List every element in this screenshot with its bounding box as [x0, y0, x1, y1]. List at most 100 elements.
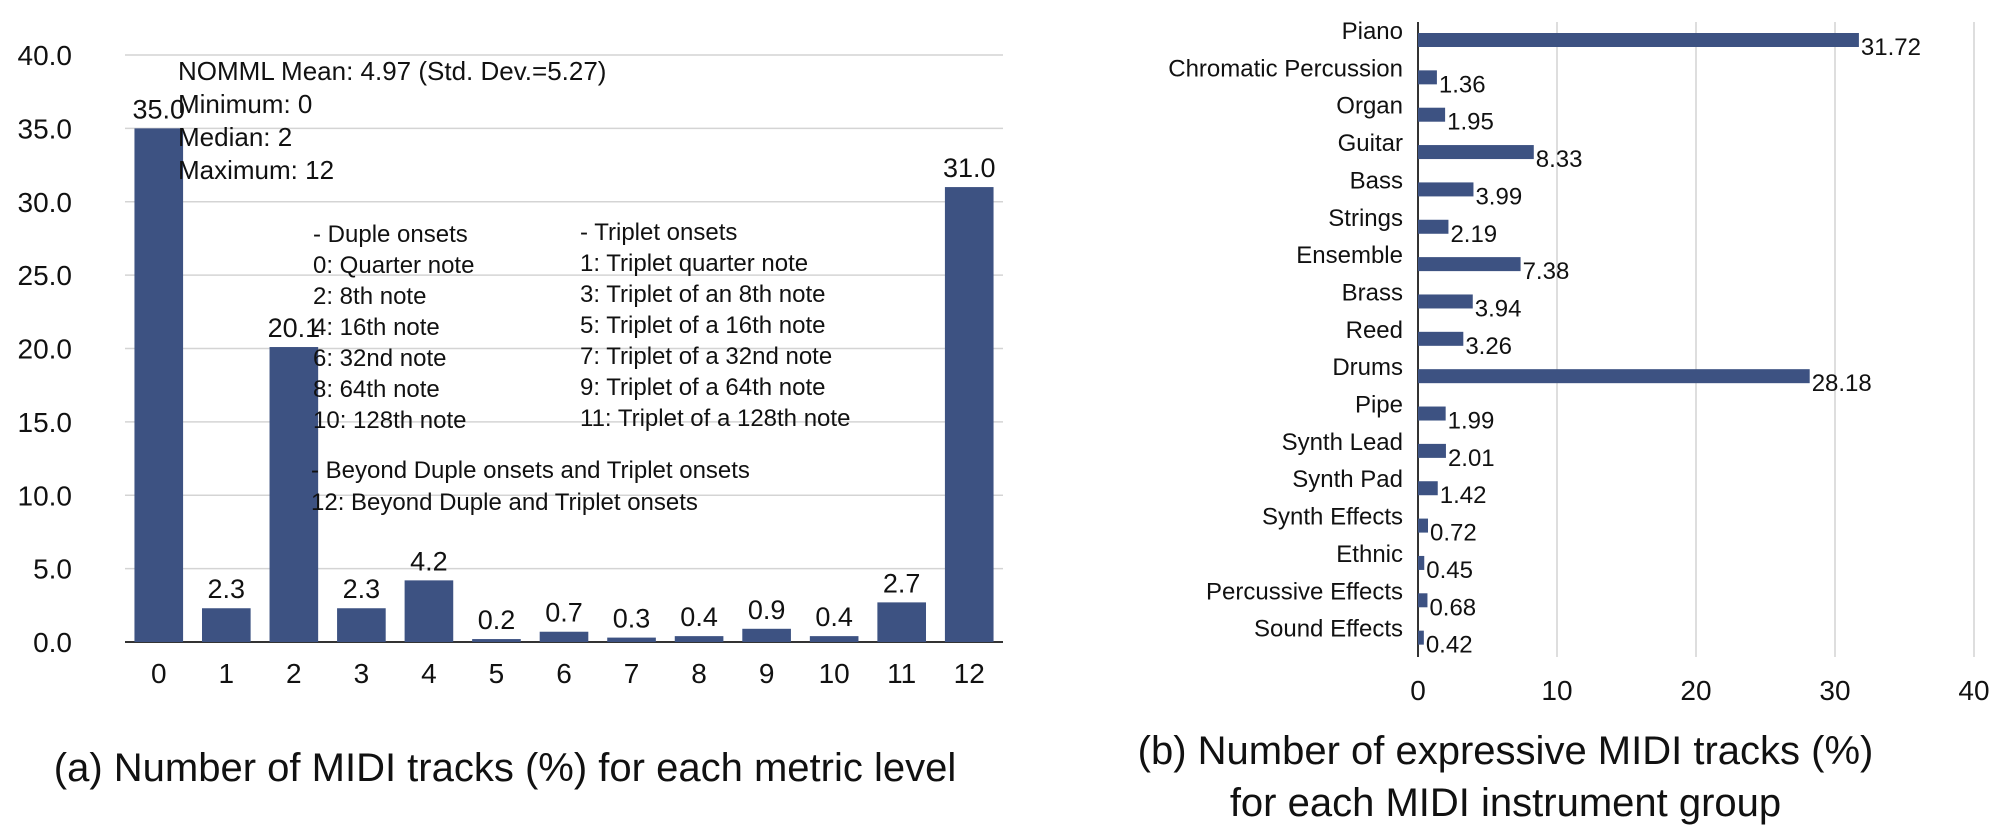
- legend-notes: NOMML Mean: 4.97 (Std. Dev.=5.27) Minimu…: [178, 56, 850, 516]
- x-tick-label: 2: [286, 658, 302, 689]
- bar-value-label: 0.3: [613, 604, 651, 634]
- bar: [269, 347, 319, 642]
- bar: [1418, 593, 1428, 608]
- x-tick-label: 4: [421, 658, 437, 689]
- bar: [607, 637, 656, 642]
- triplet-line: 3: Triplet of an 8th note: [580, 281, 826, 308]
- duple-line: 6: 32nd note: [313, 345, 446, 372]
- category-label: Reed: [1346, 317, 1403, 344]
- bar-value-label: 0.4: [815, 602, 853, 632]
- category-label: Piano: [1342, 18, 1403, 45]
- bar-value-label: 0.9: [748, 595, 786, 625]
- y-tick-label: 5.0: [33, 554, 72, 585]
- x-tick-label: 6: [556, 658, 572, 689]
- panel-b: 31.72 1.36 1.95 8.33 3.99 2.19 7.38 3.94 3.26 28.…: [1010, 0, 2001, 827]
- x-tick-label: 11: [887, 658, 916, 689]
- x-tick-label: 9: [759, 658, 775, 689]
- bar: [472, 639, 521, 642]
- bar: [1418, 481, 1438, 496]
- bar: [1418, 294, 1473, 309]
- x-tick-label: 3: [354, 658, 370, 689]
- category-label: Brass: [1342, 279, 1403, 306]
- category-label: Chromatic Percussion: [1168, 55, 1403, 82]
- bar-value-label: 35.0: [132, 94, 185, 124]
- bar: [944, 187, 994, 642]
- bar: [1418, 107, 1446, 122]
- category-label: Synth Lead: [1282, 429, 1403, 456]
- bar-value-label: 0.68: [1429, 594, 1476, 621]
- y-tick-label: 30.0: [18, 187, 73, 218]
- y-tick-label: 15.0: [18, 407, 73, 438]
- panel-a: 0.0 5.0 10.0 15.0 20.0 25.0 30.0 35.0 40.0 35.0 2…: [18, 40, 1003, 790]
- bar: [134, 128, 184, 642]
- duple-header: - Duple onsets: [313, 221, 468, 248]
- bar-value-label: 0.2: [478, 605, 516, 635]
- chart-b: 31.72 1.36 1.95 8.33 3.99 2.19 7.383.94 3.26 28.…: [1168, 18, 1989, 706]
- x-tick-label: 0: [151, 658, 167, 689]
- x-tick-label: 12: [954, 658, 985, 689]
- x-tick-label: 5: [489, 658, 505, 689]
- duple-line: 4: 16th note: [313, 314, 440, 341]
- bar-value-label: 0.42: [1426, 632, 1473, 659]
- bar: [1418, 406, 1446, 421]
- bar-value-label: 1.99: [1448, 408, 1495, 435]
- bar: [1418, 555, 1425, 570]
- bar-value-label: 20.1: [268, 313, 321, 343]
- x-tick-label: 10: [1541, 675, 1572, 706]
- duple-line: 2: 8th note: [313, 283, 426, 310]
- bar: [877, 602, 927, 642]
- triplet-line: 1: Triplet quarter note: [580, 250, 808, 277]
- category-label: Ethnic: [1336, 541, 1403, 568]
- bar-value-label: 2.01: [1448, 445, 1495, 472]
- bar-value-label: 31.72: [1861, 34, 1921, 61]
- duple-line: 0: Quarter note: [313, 252, 474, 279]
- y-tick-label: 25.0: [18, 260, 73, 291]
- bar-value-label: 2.7: [883, 568, 921, 598]
- bar-value-label: 2.19: [1450, 221, 1497, 248]
- bar-value-label: 1.95: [1447, 109, 1494, 136]
- bar-value-label: 2.3: [343, 574, 381, 604]
- bar: [742, 628, 791, 642]
- bar: [539, 631, 589, 642]
- bar: [1418, 630, 1424, 645]
- bar: [1418, 145, 1534, 160]
- bar: [404, 580, 454, 642]
- bar: [1418, 369, 1810, 384]
- category-label: Sound Effects: [1254, 616, 1403, 643]
- bar: [1418, 219, 1449, 234]
- category-label: Percussive Effects: [1206, 578, 1403, 605]
- y-tick-label: 0.0: [33, 627, 72, 658]
- bar: [1418, 33, 1859, 47]
- bar-value-label: 3.26: [1465, 333, 1512, 360]
- category-label: Guitar: [1338, 130, 1403, 157]
- chart-a: 0.0 5.0 10.0 15.0 20.0 25.0 30.0 35.0 40.0 35.0 2…: [18, 40, 1003, 689]
- caption-a: (a) Number of MIDI tracks (%) for each m…: [53, 746, 957, 790]
- bar: [1418, 70, 1437, 85]
- y-tick-label: 20.0: [18, 334, 73, 365]
- bar: [1418, 331, 1464, 346]
- category-label: Ensemble: [1296, 242, 1403, 269]
- bar-value-label: 2.3: [208, 574, 246, 604]
- bar: [809, 636, 859, 642]
- triplet-line: 5: Triplet of a 16th note: [580, 312, 826, 339]
- x-tick-label: 40: [1958, 675, 1989, 706]
- x-tick-label: 8: [691, 658, 707, 689]
- category-label: Strings: [1328, 205, 1403, 232]
- triplet-line: 11: Triplet of a 128th note: [580, 405, 850, 432]
- bar: [1418, 443, 1446, 458]
- bar: [674, 636, 724, 642]
- stats-maximum: Maximum: 12: [178, 155, 334, 185]
- bar-value-label: 0.72: [1430, 520, 1477, 547]
- triplet-header: - Triplet onsets: [580, 219, 737, 246]
- duple-line: 8: 64th note: [313, 376, 440, 403]
- bar-value-label: 8.33: [1536, 146, 1583, 173]
- bar-value-label: 3.94: [1475, 295, 1522, 322]
- stats-minimum: Minimum: 0: [178, 89, 312, 119]
- duple-line: 10: 128th note: [313, 407, 466, 434]
- stats-mean: NOMML Mean: 4.97 (Std. Dev.=5.27): [178, 56, 606, 86]
- bar-value-label: 31.0: [943, 153, 996, 183]
- caption-b-line-2: for each MIDI instrument group: [1229, 781, 1782, 825]
- bar-value-label: 4.2: [410, 546, 448, 576]
- x-tick-label: 10: [819, 658, 850, 689]
- y-tick-label: 40.0: [18, 40, 73, 71]
